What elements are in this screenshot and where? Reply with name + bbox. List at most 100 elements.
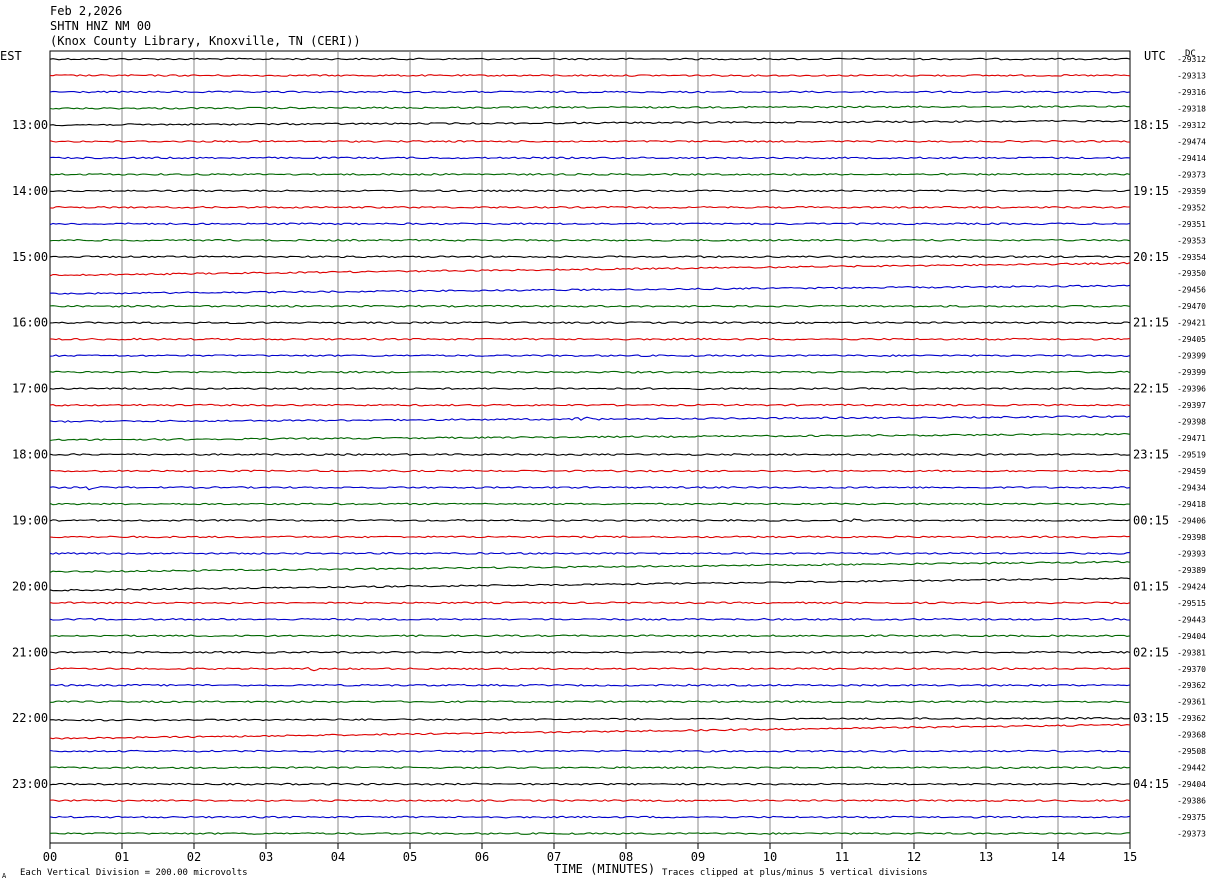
seismic-trace — [49, 387, 1131, 390]
seismic-trace — [49, 189, 1131, 193]
seismic-trace — [49, 105, 1130, 110]
seismic-trace — [49, 716, 1131, 722]
left-hour-label: 15:00 — [12, 250, 48, 264]
seismic-trace — [49, 749, 1131, 753]
dc-offset-label: -29404 — [1177, 632, 1206, 641]
seismic-trace — [49, 90, 1131, 94]
dc-offset-label: -29396 — [1177, 385, 1206, 394]
seismic-trace — [49, 403, 1131, 407]
dc-offset-label: -29386 — [1177, 797, 1206, 806]
right-hour-label: 22:15 — [1133, 382, 1169, 396]
seismic-trace — [49, 551, 1131, 555]
dc-offset-label: -29418 — [1177, 500, 1206, 509]
dc-offset-label: -29361 — [1177, 698, 1206, 707]
dc-offset-label: -29434 — [1177, 483, 1206, 492]
x-tick-label: 04 — [331, 850, 345, 864]
seismic-trace — [49, 238, 1131, 242]
left-hour-label: 20:00 — [12, 579, 48, 593]
seismic-trace — [50, 700, 1131, 704]
dc-offset-label: -29354 — [1177, 253, 1206, 262]
dc-offset-label: -29508 — [1177, 747, 1206, 756]
plot-frame — [49, 50, 1131, 844]
dc-offset-label: -29350 — [1177, 269, 1206, 278]
right-hour-label: 19:15 — [1133, 184, 1169, 198]
dc-offset-label: -29414 — [1177, 154, 1206, 163]
seismic-trace — [49, 766, 1131, 769]
seismic-trace — [49, 57, 1131, 61]
dc-offset-label: -29442 — [1177, 764, 1206, 773]
record-date: Feb 2,2026 — [50, 4, 123, 18]
dc-offset-label: -29362 — [1177, 714, 1206, 723]
x-tick-label: 13 — [979, 850, 993, 864]
seismic-trace — [49, 832, 1130, 835]
right-hour-label: 20:15 — [1133, 250, 1169, 264]
seismic-trace — [49, 156, 1131, 160]
seismic-trace — [49, 535, 1131, 539]
dc-offset-label: -29313 — [1177, 71, 1206, 80]
seismic-trace — [49, 601, 1131, 605]
right-hour-label: 03:15 — [1133, 711, 1169, 725]
x-tick-label: 15 — [1123, 850, 1137, 864]
dc-offset-label: -29316 — [1177, 88, 1206, 97]
seismic-trace — [49, 723, 1131, 740]
dc-offset-label: -29405 — [1177, 335, 1206, 344]
seismic-trace — [49, 354, 1131, 358]
seismic-trace — [49, 577, 1131, 592]
left-hour-label: 21:00 — [12, 645, 48, 659]
dc-offset-label: -29381 — [1177, 648, 1206, 657]
dc-offset-label: -29359 — [1177, 187, 1206, 196]
left-hour-label: 13:00 — [12, 118, 48, 132]
dc-offset-label: -29399 — [1177, 368, 1206, 377]
right-hour-label: 04:15 — [1133, 777, 1169, 791]
dc-offset-header: DC — [1185, 49, 1196, 59]
x-tick-label: 01 — [115, 850, 129, 864]
seismic-trace — [49, 518, 1131, 523]
x-tick-label: 08 — [619, 850, 633, 864]
dc-offset-label: -29312 — [1177, 55, 1206, 64]
right-hour-label: 00:15 — [1133, 513, 1169, 527]
seismic-trace — [49, 799, 1131, 802]
clipping-note: Traces clipped at plus/minus 5 vertical … — [662, 868, 928, 878]
right-hour-label: 23:15 — [1133, 448, 1169, 462]
seismic-trace — [49, 370, 1131, 374]
x-tick-label: 02 — [187, 850, 201, 864]
seismic-trace — [49, 119, 1131, 127]
seismic-trace — [49, 304, 1131, 308]
corner-mark: A — [2, 872, 7, 880]
seismic-trace — [49, 782, 1130, 786]
right-hour-label: 18:15 — [1133, 118, 1169, 132]
seismic-trace — [49, 650, 1131, 654]
dc-offset-label: -29443 — [1177, 615, 1206, 624]
dc-offset-label: -29373 — [1177, 830, 1206, 839]
x-tick-label: 11 — [835, 850, 849, 864]
dc-offset-label: -29470 — [1177, 302, 1206, 311]
x-tick-label: 12 — [907, 850, 921, 864]
dc-offset-label: -29404 — [1177, 780, 1206, 789]
seismic-trace — [49, 337, 1131, 341]
x-tick-label: 10 — [763, 850, 777, 864]
seismic-trace — [49, 222, 1131, 226]
seismic-trace — [49, 415, 1131, 423]
seismic-trace — [49, 205, 1130, 209]
left-hour-label: 18:00 — [12, 448, 48, 462]
dc-offset-label: -29389 — [1177, 566, 1206, 575]
station-location: (Knox County Library, Knoxville, TN (CER… — [50, 34, 361, 48]
dc-offset-label: -29398 — [1177, 533, 1206, 542]
right-hour-label: 01:15 — [1133, 579, 1169, 593]
dc-offset-label: -29397 — [1177, 401, 1206, 410]
seismic-trace — [49, 453, 1131, 456]
seismic-trace — [49, 683, 1131, 687]
x-tick-label: 06 — [475, 850, 489, 864]
seismic-trace — [49, 560, 1131, 573]
dc-offset-label: -29515 — [1177, 599, 1206, 608]
seismic-trace — [49, 815, 1131, 819]
seismic-trace — [49, 284, 1131, 295]
dc-offset-label: -29362 — [1177, 681, 1206, 690]
dc-offset-label: -29399 — [1177, 352, 1206, 361]
dc-offset-label: -29471 — [1177, 434, 1206, 443]
dc-offset-label: -29375 — [1177, 813, 1206, 822]
x-axis-title: TIME (MINUTES) — [554, 862, 656, 876]
right-hour-label: 02:15 — [1133, 645, 1169, 659]
left-hour-label: 22:00 — [12, 711, 48, 725]
